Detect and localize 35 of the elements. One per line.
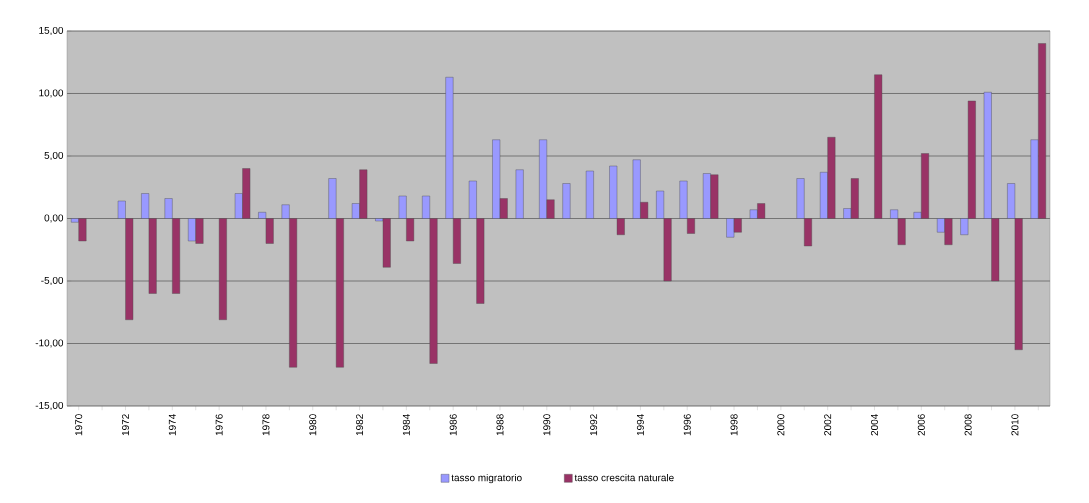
- x-tick-label: 2010: [1011, 414, 1019, 436]
- bar: [562, 183, 571, 219]
- x-tick-label: 1970: [75, 414, 83, 436]
- x-tick-label: 1978: [262, 414, 270, 436]
- x-tick-label: 1984: [402, 414, 410, 436]
- x-tick-label: 1972: [121, 414, 130, 436]
- x-tick-label: 1988: [496, 414, 504, 436]
- x-tick-label: 1992: [590, 414, 598, 436]
- x-tick-label: 1990: [543, 414, 551, 436]
- x-tick-label: 2004: [870, 414, 878, 436]
- x-tick-label: 1980: [309, 414, 317, 436]
- x-tick-label: 1982: [356, 414, 364, 436]
- bar: [218, 218, 227, 320]
- x-tick-label: 1976: [215, 414, 223, 436]
- y-tick-label: 5,00: [44, 151, 64, 161]
- x-tick-label: 2000: [777, 414, 785, 436]
- x-tick-label: 2008: [964, 414, 972, 436]
- x-tick-label: 2006: [917, 414, 925, 436]
- y-tick-label: 10,00: [39, 89, 64, 98]
- bar: [585, 170, 594, 219]
- bar: [515, 169, 524, 219]
- x-tick-label: 1986: [449, 414, 457, 436]
- x-tick-label: 2002: [824, 414, 832, 436]
- y-tick-label: -15,00: [35, 401, 64, 411]
- bar: [874, 74, 883, 219]
- x-tick-label: 1994: [636, 414, 644, 436]
- legend-label: tasso migratorio: [451, 473, 522, 484]
- legend-label: tasso crescita naturale: [574, 473, 674, 482]
- x-tick-label: 1974: [168, 414, 176, 436]
- y-tick-label: -10,00: [35, 339, 64, 348]
- x-tick-label: 1998: [730, 414, 738, 436]
- y-tick-label: -5,00: [41, 276, 64, 286]
- y-tick-label: 15,00: [39, 26, 64, 36]
- y-tick-label: 0,00: [44, 214, 64, 223]
- x-tick-label: 1996: [683, 414, 691, 436]
